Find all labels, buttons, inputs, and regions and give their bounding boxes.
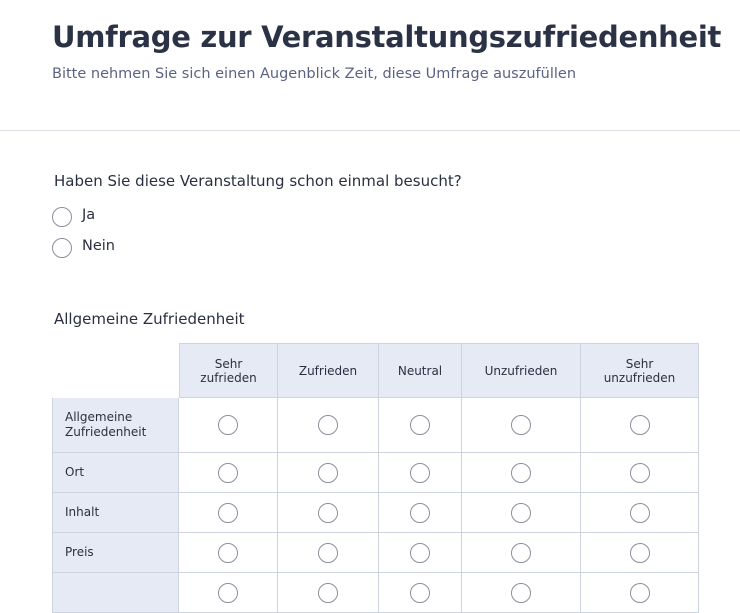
matrix-cell: [379, 533, 462, 573]
column-header: Sehr zufrieden: [179, 343, 278, 398]
column-header: Neutral: [379, 343, 462, 398]
radio-button[interactable]: [511, 582, 531, 603]
radio-button[interactable]: [629, 462, 650, 483]
radio-button[interactable]: [318, 542, 338, 563]
radio-button[interactable]: [511, 462, 531, 483]
matrix-cell: [179, 493, 278, 533]
question-text: Haben Sie diese Veranstaltung schon einm…: [54, 172, 462, 190]
radio-button[interactable]: [410, 542, 430, 563]
column-header: Sehr unzufrieden: [581, 343, 699, 398]
radio-button[interactable]: [410, 462, 430, 483]
radio-button[interactable]: [410, 502, 430, 523]
matrix-title: Allgemeine Zufriedenheit: [54, 310, 245, 328]
page-title: Umfrage zur Veranstaltungszufriedenheit: [52, 20, 722, 54]
matrix-cell: [278, 453, 379, 493]
radio-button[interactable]: [318, 502, 338, 523]
radio-button[interactable]: [52, 238, 72, 258]
radio-button[interactable]: [218, 415, 238, 435]
radio-button[interactable]: [629, 502, 650, 523]
matrix-cell: [179, 453, 278, 493]
radio-button[interactable]: [629, 582, 650, 603]
radio-button[interactable]: [511, 415, 531, 435]
matrix-cell: [581, 398, 699, 453]
matrix-cell: [379, 453, 462, 493]
matrix-cell: [462, 398, 581, 453]
radio-button[interactable]: [629, 542, 650, 563]
column-header: Unzufrieden: [462, 343, 581, 398]
row-header: Inhalt: [52, 493, 179, 533]
row-header: Preis: [52, 533, 179, 573]
matrix-cell: [581, 533, 699, 573]
page-subtitle: Bitte nehmen Sie sich einen Augenblick Z…: [52, 66, 577, 82]
radio-button[interactable]: [218, 462, 238, 483]
radio-button[interactable]: [218, 502, 238, 523]
matrix-cell: [278, 398, 379, 453]
matrix-cell: [179, 398, 278, 453]
row-header: Allgemeine Zufriedenheit: [52, 398, 179, 453]
survey-page: Umfrage zur Veranstaltungszufriedenheit …: [0, 20, 740, 613]
radio-button[interactable]: [629, 415, 650, 435]
radio-button[interactable]: [52, 207, 72, 227]
radio-button[interactable]: [410, 415, 430, 435]
matrix-cell: [379, 573, 462, 613]
radio-button[interactable]: [511, 502, 531, 523]
radio-button[interactable]: [318, 462, 338, 483]
matrix-cell: [379, 493, 462, 533]
matrix-cell: [581, 493, 699, 533]
option-label[interactable]: Ja: [82, 207, 96, 223]
row-header: Ort: [52, 453, 179, 493]
matrix-cell: [462, 493, 581, 533]
matrix-cell: [179, 533, 278, 573]
matrix-cell: [179, 573, 278, 613]
matrix-cell: [278, 493, 379, 533]
matrix-cell: [581, 573, 699, 613]
option-label[interactable]: Nein: [82, 238, 115, 254]
matrix-cell: [462, 453, 581, 493]
radio-button[interactable]: [218, 582, 238, 603]
radio-button[interactable]: [410, 582, 430, 603]
radio-button[interactable]: [318, 415, 338, 435]
matrix-cell: [462, 533, 581, 573]
matrix-cell: [581, 453, 699, 493]
matrix-cell: [278, 573, 379, 613]
radio-button[interactable]: [218, 542, 238, 563]
radio-button[interactable]: [511, 542, 531, 563]
separator: [0, 130, 740, 131]
matrix-cell: [379, 398, 462, 453]
row-header: [52, 573, 179, 613]
radio-button[interactable]: [318, 582, 338, 603]
matrix-cell: [278, 533, 379, 573]
column-header: Zufrieden: [278, 343, 379, 398]
matrix-cell: [462, 573, 581, 613]
